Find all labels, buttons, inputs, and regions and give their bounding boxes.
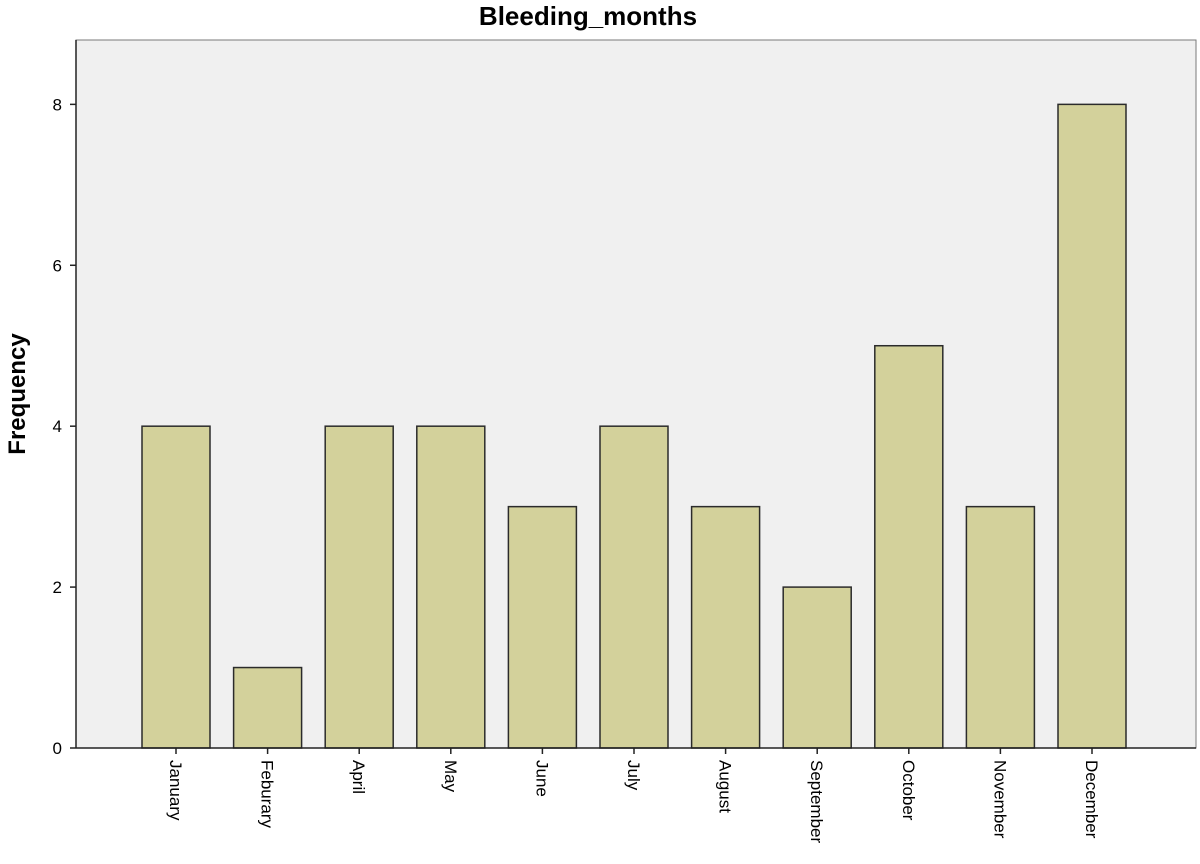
x-category-label: August: [716, 760, 735, 813]
x-category-label: October: [899, 760, 918, 821]
y-tick-label: 8: [53, 95, 62, 114]
y-axis-ticks: 0 2 4 6 8: [53, 95, 76, 758]
y-tick-label: 6: [53, 256, 62, 275]
y-tick-label: 4: [53, 417, 62, 436]
bar-october: [874, 344, 944, 749]
bar-feburary: [232, 666, 303, 749]
x-category-label: July: [624, 760, 643, 791]
bars-group: [141, 103, 1127, 749]
bar-may: [416, 425, 486, 749]
x-category-label: January: [166, 760, 185, 821]
bar-july: [599, 425, 669, 749]
x-category-label: May: [441, 760, 460, 793]
x-category-label: September: [807, 760, 826, 843]
bar-december: [1057, 103, 1127, 749]
y-tick-label: 2: [53, 578, 62, 597]
bar-september: [782, 586, 852, 749]
bar-august: [690, 505, 761, 749]
x-category-label: November: [990, 760, 1009, 839]
y-axis-label: Frequency: [4, 333, 31, 455]
bar-november: [965, 505, 1036, 749]
bar-june: [507, 505, 578, 749]
x-category-label: June: [532, 760, 551, 797]
x-category-label: April: [349, 760, 368, 794]
x-category-label: December: [1082, 760, 1101, 839]
chart-title: Bleeding_months: [479, 1, 697, 31]
x-category-label: Feburary: [258, 760, 277, 829]
x-axis-categories: January Feburary April May June July August Sep…: [166, 748, 1101, 843]
bar-april: [324, 425, 394, 749]
bar-january: [141, 425, 211, 749]
y-tick-label: 0: [53, 739, 62, 758]
